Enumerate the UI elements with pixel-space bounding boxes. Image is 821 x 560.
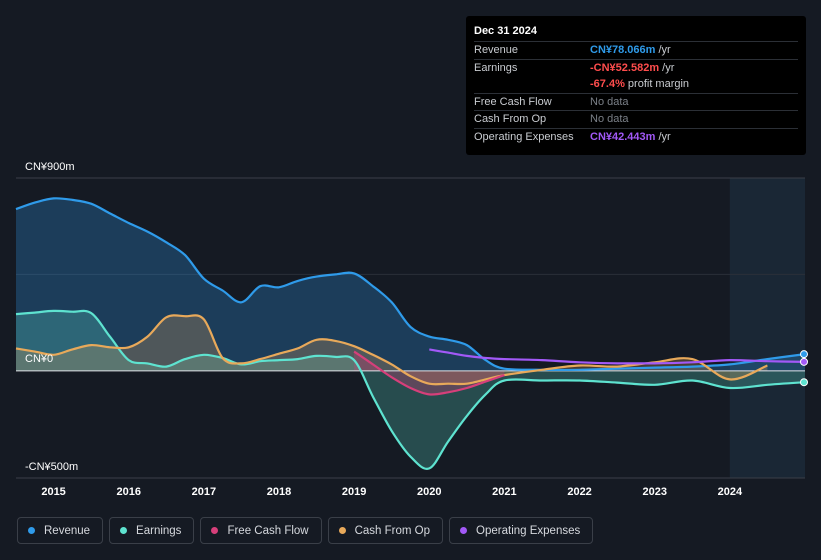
tooltip-label: Free Cash Flow (474, 95, 552, 108)
x-tick-label: 2024 (718, 486, 743, 498)
tooltip-panel: Dec 31 2024 Revenue CN¥78.066m /yr Earni… (466, 16, 806, 155)
forecast-band (729, 178, 805, 478)
series-endpoint-revenue (800, 350, 808, 359)
series-area-earnings (16, 310, 805, 469)
series-line-cash-from-op (15, 314, 768, 386)
tooltip-row-margin: -67.4% profit margin (474, 76, 798, 93)
legend-dot-icon (211, 527, 219, 534)
x-tick-label: 2023 (642, 486, 666, 498)
tooltip-row-cfo: Cash From Op No data (474, 110, 798, 128)
legend-label: Earnings (136, 524, 182, 537)
legend-item-cash-from-op[interactable]: Cash From Op (327, 517, 444, 544)
tooltip-label: Operating Expenses (474, 130, 574, 143)
legend-label: Operating Expenses (476, 524, 581, 537)
tooltip-label: Revenue (474, 44, 519, 56)
series-line-operating-expenses (429, 348, 806, 365)
legend-dot-icon (28, 527, 35, 534)
x-tick-label: 2015 (41, 486, 65, 498)
tooltip-label: Earnings (474, 61, 518, 74)
legend-dot-icon (338, 527, 346, 534)
tooltip-value: CN¥78.066m (590, 44, 656, 56)
tooltip-value: -CN¥52.582m (590, 61, 660, 74)
series-endpoint-operating-expenses (800, 357, 808, 366)
tooltip-label (474, 76, 590, 93)
series-line-revenue (15, 197, 806, 372)
legend-item-earnings[interactable]: Earnings (109, 517, 195, 544)
tooltip-row-earnings: Earnings -CN¥52.582m /yr (474, 58, 798, 77)
tooltip-unit: /yr (655, 44, 671, 56)
x-tick-label: 2020 (417, 486, 441, 498)
tooltip-row-revenue: Revenue CN¥78.066m /yr (474, 41, 798, 59)
x-tick-label: 2021 (492, 486, 516, 498)
tooltip-unit: /yr (659, 61, 675, 74)
tooltip-unit: /yr (655, 130, 671, 143)
legend-item-free-cash-flow[interactable]: Free Cash Flow (200, 517, 322, 544)
legend-label: Revenue (44, 524, 91, 537)
y-tick-top: CN¥900m (25, 161, 75, 173)
series-area-cash-from-op (16, 315, 768, 385)
x-tick-label: 2018 (267, 486, 291, 498)
series-endpoint-earnings (800, 378, 808, 387)
y-tick-bottom: -CN¥500m (25, 461, 78, 473)
x-tick-label: 2019 (342, 486, 366, 498)
y-tick-zero: CN¥0 (25, 353, 53, 365)
series-area-revenue (16, 198, 805, 371)
tooltip-unit: profit margin (624, 78, 690, 90)
tooltip-row-opex: Operating Expenses CN¥42.443m /yr (474, 127, 798, 146)
x-tick-label: 2016 (116, 486, 140, 498)
legend-dot-icon (460, 527, 468, 534)
tooltip-date: Dec 31 2024 (474, 25, 537, 37)
legend-dot-icon (120, 527, 128, 534)
tooltip-value: No data (590, 95, 629, 108)
tooltip-value: No data (590, 113, 629, 125)
x-tick-label: 2017 (192, 486, 216, 498)
x-tick-label: 2022 (567, 486, 591, 498)
tooltip-label: Cash From Op (474, 113, 547, 125)
legend-item-operating-expenses[interactable]: Operating Expenses (449, 517, 594, 544)
tooltip-value: CN¥42.443m (590, 130, 656, 143)
legend: Revenue Earnings Free Cash Flow Cash Fro… (17, 517, 594, 544)
legend-label: Free Cash Flow (227, 524, 309, 537)
legend-item-revenue[interactable]: Revenue (17, 517, 104, 544)
series-line-earnings (15, 309, 806, 470)
tooltip-value: -67.4% (590, 78, 625, 90)
legend-label: Cash From Op (354, 524, 431, 537)
series-line-free-cash-flow (353, 350, 505, 396)
tooltip-row-fcf: Free Cash Flow No data (474, 92, 798, 111)
